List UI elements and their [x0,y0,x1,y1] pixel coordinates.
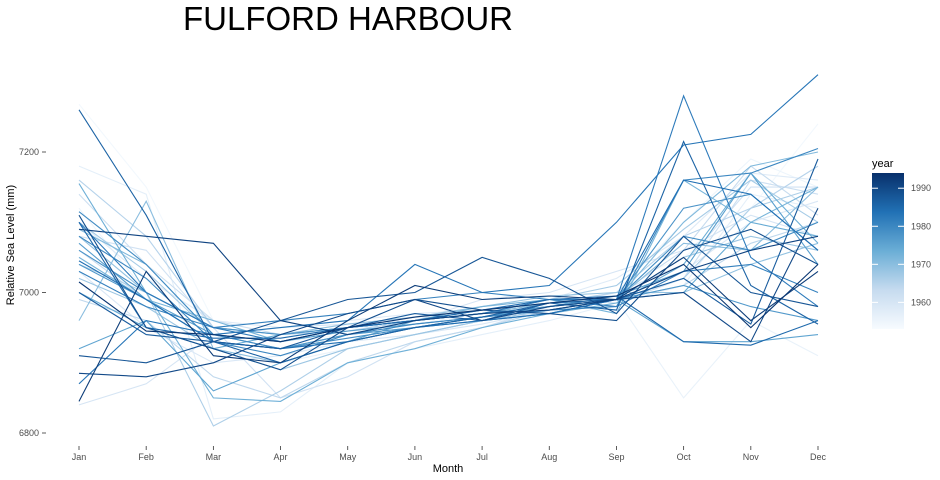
series-line-1959 [78,200,819,364]
series-line-1980 [78,147,819,357]
series-line-1981 [78,263,819,329]
series-line-1986 [78,109,819,364]
y-axis: 6800 7000 7200 [19,147,46,438]
legend: year 1960 1970 1980 1990 [872,158,931,329]
x-tick-label: Feb [138,452,154,462]
series-line-1983 [78,74,819,385]
x-tick-label: Oct [677,452,692,462]
series-line-1988 [78,235,819,364]
x-tick-label: Apr [274,452,288,462]
series-line-1966 [78,186,819,427]
series-line-1985 [78,222,819,346]
series-line-1989 [78,214,819,371]
x-axis-title: Month [433,463,464,475]
x-tick-label: Sep [608,452,624,462]
series-line-1976 [78,172,819,343]
x-tick-label: Mar [206,452,222,462]
legend-tick-label: 1990 [911,183,931,193]
legend-tick-label: 1960 [911,297,931,307]
x-tick-label: May [339,452,357,462]
x-tick-label: Aug [541,452,557,462]
series-line-1990 [78,207,819,378]
legend-title: year [872,158,894,170]
series-line-1992 [78,256,819,402]
series-line-1964 [78,221,819,399]
y-tick-label: 7200 [19,147,39,157]
x-tick-label: Jul [476,452,488,462]
x-tick-label: Jan [72,452,87,462]
series-line-1977 [78,263,819,350]
y-tick-label: 7000 [19,288,39,298]
legend-colorbar [872,173,904,329]
series-layer [78,74,819,427]
y-axis-title: Relative Sea Level (mm) [5,185,17,305]
y-tick-label: 6800 [19,428,39,438]
x-tick-label: Dec [810,452,827,462]
legend-tick-label: 1970 [911,259,931,269]
series-line-1963 [78,165,819,350]
series-line-1993 [78,263,819,343]
series-line-1984 [78,179,819,350]
x-tick-label: Nov [743,452,760,462]
legend-ticks: 1960 1970 1980 1990 [872,183,931,307]
legend-tick-label: 1980 [911,221,931,231]
x-axis: Jan Feb Mar Apr May Jun Jul Aug Sep Oct Nov Dec [72,446,827,462]
x-tick-label: Jun [408,452,423,462]
chart-title: FULFORD HARBOUR [183,0,514,37]
series-line-1973 [78,172,819,402]
